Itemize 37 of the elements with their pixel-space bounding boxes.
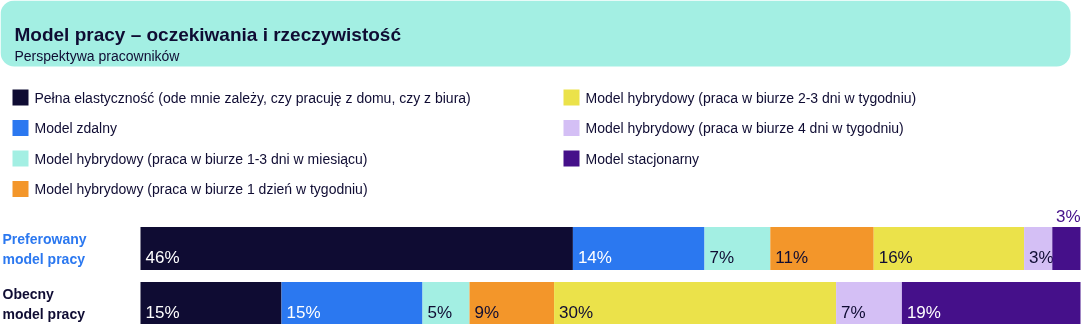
data-label: 11% <box>775 248 809 267</box>
legend-label: Model hybrydowy (praca w biurze 4 dni w tygodniu) <box>585 120 904 136</box>
bar <box>836 282 902 324</box>
legend-label: Pełna elastyczność (ode mnie zależy, czy pracuję z domu, czy z biura) <box>34 89 471 106</box>
legend-label: Model hybrydowy (praca w biurze 1 dzień w tygodniu) <box>34 181 368 197</box>
bar <box>469 282 555 324</box>
data-label: 7% <box>841 303 866 322</box>
bar <box>281 282 423 324</box>
data-label: 7% <box>709 248 735 267</box>
bar <box>572 227 705 270</box>
data-label: 15% <box>145 303 180 322</box>
bar <box>770 227 874 270</box>
legend-label: Model hybrydowy (praca w biurze 2-3 dni w tygodniu) <box>585 89 917 106</box>
data-label: 15% <box>286 303 321 322</box>
legend-label: Model stacjonarny <box>585 150 700 167</box>
data-label: 14% <box>577 248 612 267</box>
data-label: 3% <box>1055 207 1081 226</box>
y-tick-label: Obecny model pracy <box>2 285 86 322</box>
bar <box>140 282 282 324</box>
chart-title: Model pracy – oczekiwania i rzeczywistość <box>14 24 402 45</box>
bar <box>140 227 573 270</box>
data-label: 5% <box>427 303 453 322</box>
bar <box>554 282 837 324</box>
data-label: 46% <box>145 248 180 267</box>
chart-subtitle: Perspektywa pracowników <box>14 47 181 64</box>
legend-label: Model hybrydowy (praca w biurze 1-3 dni w miesiącu) <box>34 150 368 167</box>
data-label: 30% <box>559 303 594 322</box>
data-label: 19% <box>906 303 941 322</box>
legend-label: Model zdalny <box>34 120 117 136</box>
bar <box>704 227 771 270</box>
y-tick-label: Preferowany model pracy <box>2 230 87 267</box>
bar <box>873 227 1025 270</box>
bar <box>1052 227 1081 270</box>
data-label: 16% <box>878 248 913 267</box>
bar <box>422 282 470 324</box>
bar <box>901 282 1081 324</box>
data-label: 9% <box>474 303 500 322</box>
